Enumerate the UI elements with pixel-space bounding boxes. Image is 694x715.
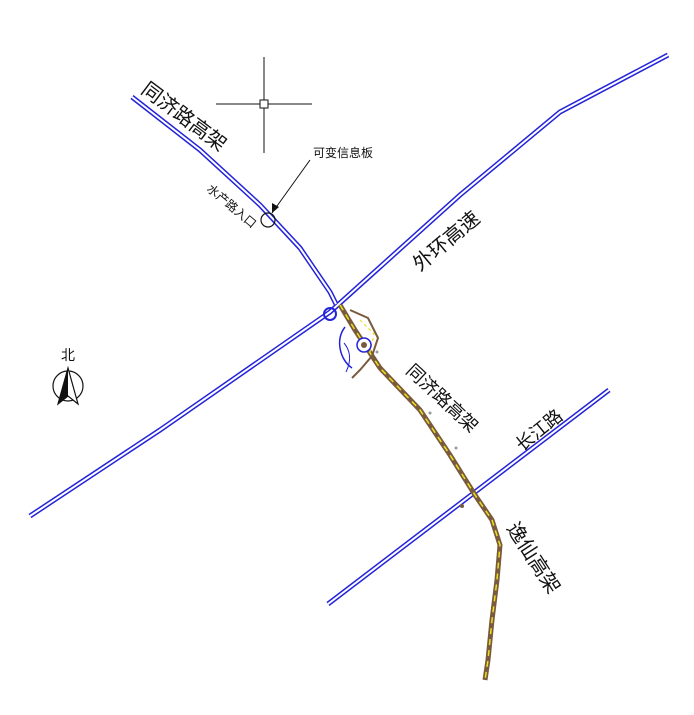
label-yixian-elevated: 逸仙高架 bbox=[502, 518, 566, 598]
label-shuichan-entrance: 水产路入口 bbox=[204, 181, 260, 231]
vms-leader-arrow bbox=[272, 203, 279, 213]
north-arrow-icon: 北 bbox=[52, 348, 84, 406]
interchange-loop bbox=[323, 307, 337, 321]
tongji-elevated-upper bbox=[130, 95, 339, 306]
north-label: 北 bbox=[61, 348, 75, 364]
ramp-curve bbox=[338, 326, 353, 369]
construction-alignment bbox=[337, 303, 503, 681]
label-vms-board: 可变信息板 bbox=[313, 145, 373, 160]
vms-leader-line bbox=[271, 159, 311, 214]
label-tongji-elevated-lower: 同济路高架 bbox=[402, 360, 482, 437]
changjiang-road bbox=[326, 388, 611, 606]
label-tongji-elevated-top: 同济路高架 bbox=[137, 77, 231, 156]
crosshair-icon bbox=[216, 57, 312, 153]
ramp-curve-2 bbox=[343, 342, 351, 373]
outer-ring-road bbox=[28, 52, 670, 519]
vms-board-marker bbox=[260, 212, 276, 228]
label-outer-ring: 外环高速 bbox=[408, 206, 485, 276]
